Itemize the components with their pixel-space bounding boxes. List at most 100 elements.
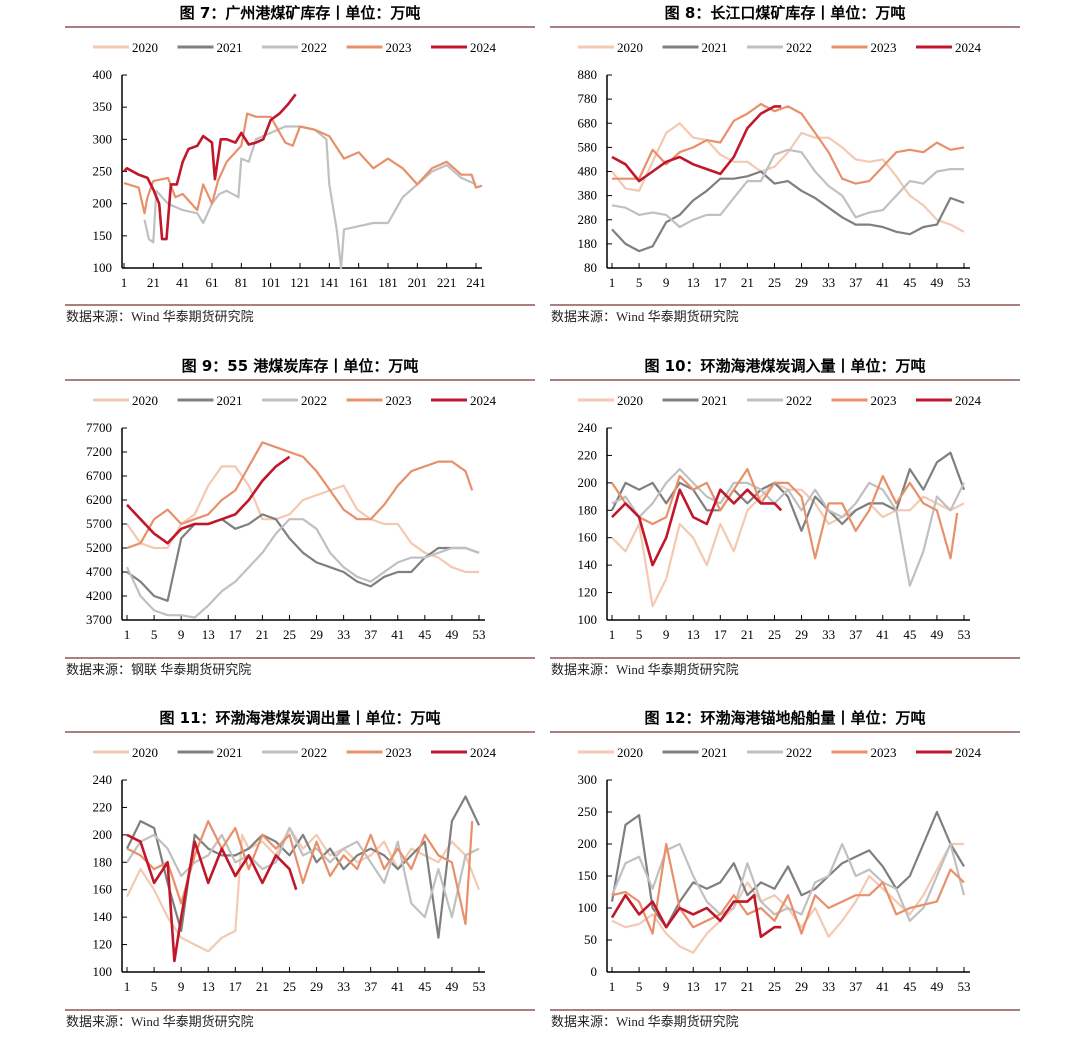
series-line-2021 bbox=[611, 170, 965, 253]
x-tick-label: 5 bbox=[636, 627, 643, 642]
x-tick-label: 29 bbox=[310, 627, 323, 642]
x-tick-label: 21 bbox=[147, 275, 160, 290]
x-tick-label: 29 bbox=[310, 979, 323, 994]
x-tick-label: 25 bbox=[768, 627, 781, 642]
legend-label: 2024 bbox=[955, 745, 982, 760]
x-tick-label: 13 bbox=[687, 627, 700, 642]
y-tick-label: 100 bbox=[93, 260, 113, 275]
x-tick-label: 5 bbox=[151, 627, 158, 642]
y-tick-label: 6200 bbox=[86, 492, 112, 507]
y-tick-label: 200 bbox=[578, 836, 598, 851]
legend-item-2022: 2022 bbox=[262, 393, 327, 408]
y-tick-label: 240 bbox=[578, 420, 598, 435]
legend-item-2020: 2020 bbox=[578, 745, 643, 760]
y-tick-label: 150 bbox=[93, 228, 113, 243]
chart-panel-11: 图 11：环渤海港煤炭调出量丨单位：万吨 2020 2021 2022 2023 2024… bbox=[60, 705, 540, 1045]
x-tick-label: 17 bbox=[229, 979, 243, 994]
x-tick-label: 37 bbox=[849, 275, 863, 290]
x-tick-label: 21 bbox=[256, 979, 269, 994]
series-line-2023 bbox=[612, 102, 965, 185]
x-tick-label: 9 bbox=[663, 979, 670, 994]
legend-item-2024: 2024 bbox=[431, 40, 497, 55]
x-tick-label: 13 bbox=[202, 627, 215, 642]
legend-label: 2023 bbox=[871, 745, 897, 760]
y-tick-label: 250 bbox=[578, 804, 598, 819]
x-tick-label: 1 bbox=[121, 275, 128, 290]
x-tick-label: 1 bbox=[609, 979, 616, 994]
series-line-2024 bbox=[611, 488, 783, 567]
legend-item-2023: 2023 bbox=[831, 745, 897, 760]
y-tick-label: 200 bbox=[93, 827, 113, 842]
x-tick-label: 49 bbox=[930, 979, 943, 994]
y-tick-label: 180 bbox=[578, 502, 598, 517]
chart-svg: 图 11：环渤海港煤炭调出量丨单位：万吨 2020 2021 2022 2023 2024… bbox=[65, 709, 535, 1029]
x-tick-label: 53 bbox=[958, 627, 971, 642]
source-note: 数据来源：Wind 华泰期货研究院 bbox=[66, 1014, 254, 1029]
y-tick-label: 120 bbox=[93, 937, 113, 952]
chart-title: 图 9：55 港煤炭库存丨单位：万吨 bbox=[182, 357, 419, 375]
legend-item-2023: 2023 bbox=[346, 40, 412, 55]
y-tick-label: 5700 bbox=[86, 516, 112, 531]
x-tick-label: 81 bbox=[235, 275, 248, 290]
y-tick-label: 50 bbox=[584, 932, 597, 947]
y-tick-label: 140 bbox=[93, 909, 113, 924]
y-tick-label: 200 bbox=[578, 475, 598, 490]
series-line-2021 bbox=[126, 513, 480, 602]
legend-label: 2022 bbox=[786, 745, 812, 760]
x-tick-label: 201 bbox=[408, 275, 428, 290]
x-tick-label: 161 bbox=[349, 275, 369, 290]
y-tick-label: 780 bbox=[578, 91, 598, 106]
legend-label: 2020 bbox=[132, 745, 158, 760]
legend-item-2021: 2021 bbox=[177, 745, 243, 760]
x-tick-label: 1 bbox=[124, 979, 131, 994]
chart-svg: 图 8：长江口煤矿库存丨单位：万吨 2020 2021 2022 2023 2024 80 1… bbox=[550, 4, 1020, 324]
legend-item-2021: 2021 bbox=[177, 393, 243, 408]
legend-item-2020: 2020 bbox=[578, 393, 643, 408]
x-tick-label: 45 bbox=[418, 979, 431, 994]
x-tick-label: 21 bbox=[741, 627, 754, 642]
legend-item-2022: 2022 bbox=[262, 745, 327, 760]
x-tick-label: 41 bbox=[176, 275, 189, 290]
x-tick-label: 181 bbox=[378, 275, 398, 290]
legend-label: 2024 bbox=[955, 393, 982, 408]
legend-label: 2020 bbox=[132, 40, 158, 55]
legend-item-2024: 2024 bbox=[916, 745, 982, 760]
x-tick-label: 49 bbox=[930, 275, 943, 290]
y-tick-label: 240 bbox=[93, 772, 113, 787]
series-line-2022 bbox=[611, 467, 965, 587]
x-tick-label: 21 bbox=[741, 275, 754, 290]
source-note: 数据来源：Wind 华泰期货研究院 bbox=[551, 1014, 739, 1029]
chart-svg: 图 10：环渤海港煤炭调入量丨单位：万吨 2020 2021 2022 2023 2024… bbox=[550, 357, 1020, 677]
legend-item-2023: 2023 bbox=[831, 40, 897, 55]
legend-label: 2020 bbox=[132, 393, 158, 408]
x-tick-label: 13 bbox=[202, 979, 215, 994]
y-tick-label: 3700 bbox=[86, 612, 112, 627]
legend-item-2023: 2023 bbox=[346, 393, 412, 408]
series-line-2022 bbox=[143, 125, 477, 270]
series-line-2022 bbox=[611, 148, 964, 229]
legend-item-2021: 2021 bbox=[177, 40, 243, 55]
y-tick-label: 6700 bbox=[86, 468, 112, 483]
x-tick-label: 33 bbox=[822, 979, 835, 994]
chart-panel-12: 图 12：环渤海港锚地船舶量丨单位：万吨 2020 2021 2022 2023 2024… bbox=[545, 705, 1025, 1045]
y-tick-label: 4200 bbox=[86, 588, 112, 603]
x-tick-label: 61 bbox=[206, 275, 219, 290]
chart-panel-10: 图 10：环渤海港煤炭调入量丨单位：万吨 2020 2021 2022 2023 2024… bbox=[545, 353, 1025, 693]
legend-label: 2023 bbox=[386, 745, 412, 760]
x-tick-label: 53 bbox=[473, 627, 486, 642]
x-tick-label: 29 bbox=[795, 275, 808, 290]
x-tick-label: 9 bbox=[178, 979, 185, 994]
x-tick-label: 37 bbox=[364, 627, 378, 642]
chart-title: 图 10：环渤海港煤炭调入量丨单位：万吨 bbox=[644, 357, 925, 375]
y-tick-label: 220 bbox=[578, 447, 598, 462]
x-tick-label: 17 bbox=[714, 627, 728, 642]
series-line-2021 bbox=[611, 451, 966, 532]
legend-item-2020: 2020 bbox=[93, 745, 158, 760]
legend-item-2022: 2022 bbox=[262, 40, 327, 55]
series-line-2021 bbox=[610, 810, 965, 929]
series-line-2023 bbox=[611, 842, 965, 935]
series-line-2023 bbox=[123, 112, 483, 215]
series-line-2022 bbox=[126, 826, 480, 919]
y-tick-label: 5200 bbox=[86, 540, 112, 555]
x-tick-label: 1 bbox=[609, 627, 616, 642]
